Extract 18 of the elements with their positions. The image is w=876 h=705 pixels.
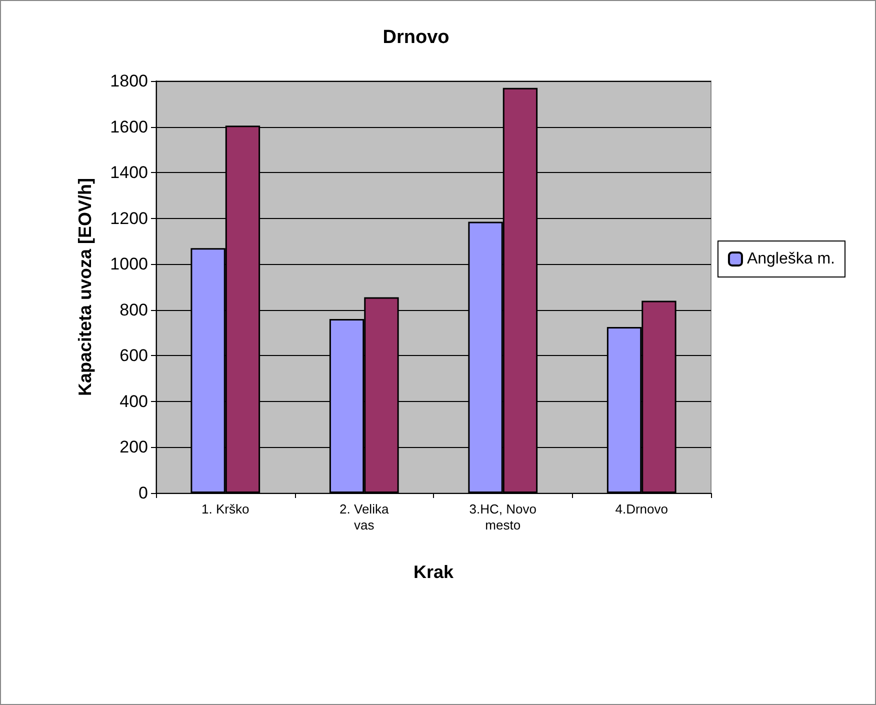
- y-tick-label: 1000: [110, 254, 148, 274]
- x-tick-label: 2. Velika vas: [340, 502, 390, 532]
- y-tick-label: 1600: [110, 117, 148, 136]
- y-axis-title: Kapaciteta uvoza [EOV/h]: [75, 178, 95, 396]
- y-tick-label: 1200: [110, 208, 148, 228]
- chart-title: Drnovo: [382, 27, 450, 48]
- y-tick-label: 800: [120, 300, 148, 320]
- legend-label: Angleška m.: [746, 250, 836, 268]
- y-tick-label: 200: [120, 438, 148, 457]
- x-tick-label: 4.Drnovo: [615, 502, 668, 516]
- y-tick-label: 400: [120, 392, 148, 411]
- x-tick-label: 1. Krško: [202, 502, 250, 516]
- y-tick-label: 600: [120, 346, 148, 366]
- x-tick-label: 3.HC, Novo mesto: [469, 502, 536, 532]
- y-tick-label: 1800: [110, 72, 148, 90]
- y-tick-label: 1400: [110, 163, 148, 182]
- y-tick-label: 0: [138, 484, 148, 502]
- x-axis-title: Krak: [413, 562, 454, 582]
